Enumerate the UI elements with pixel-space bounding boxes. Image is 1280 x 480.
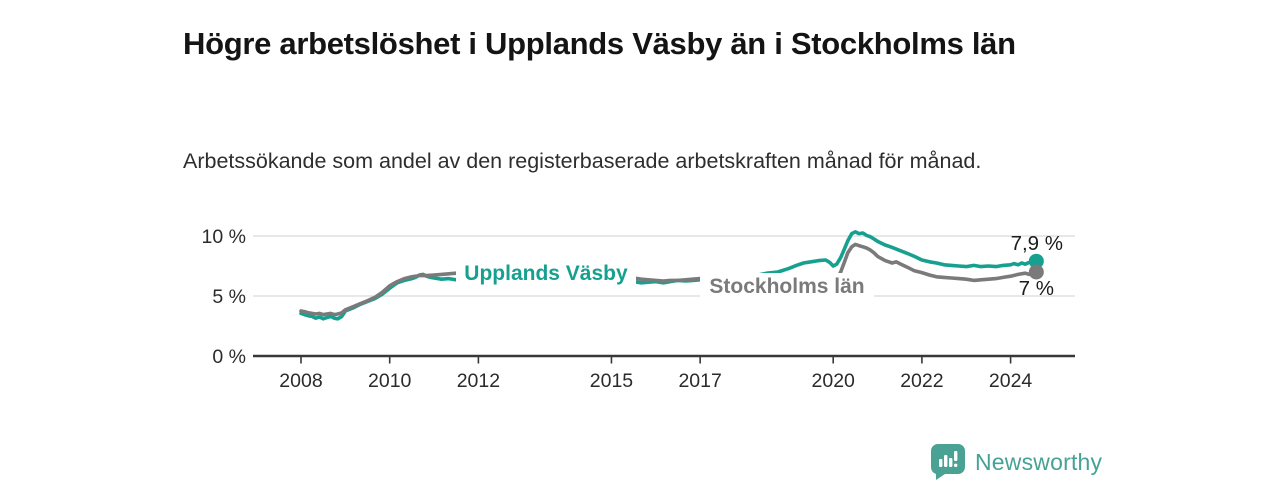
end-point-dot-stockholms-lan	[1028, 264, 1044, 280]
x-axis-tick-label: 2012	[457, 370, 500, 392]
x-axis-tick-label: 2017	[678, 370, 721, 392]
brand-name: Newsworthy	[975, 448, 1103, 475]
series-line-stockholms-lan	[299, 242, 1039, 317]
y-axis-tick-label: 10 %	[202, 226, 246, 248]
x-axis-tick-label: 2008	[279, 370, 322, 392]
page-title: Högre arbetslöshet i Upplands Väsby än i…	[183, 25, 1016, 61]
x-axis-tick-label: 2015	[590, 370, 634, 392]
x-axis-tick-label: 2024	[989, 370, 1033, 392]
y-axis-tick-label: 0 %	[212, 346, 246, 368]
series-label-stockholms-lan: Stockholms län	[709, 275, 864, 298]
bar-chart-speech-bubble-icon	[931, 444, 965, 480]
end-value-label: 7,9 %	[1011, 232, 1063, 255]
series-label-upplands-vasby: Upplands Väsby	[464, 262, 628, 285]
end-point-dot-upplands-vasby	[1028, 253, 1044, 269]
series-label-mask	[700, 273, 874, 305]
x-axis-tick-label: 2010	[368, 370, 412, 392]
x-axis-tick-label: 2020	[812, 370, 856, 392]
chart-subtitle: Arbetssökande som andel av den registerb…	[183, 148, 982, 173]
end-value-label: 7 %	[1019, 277, 1054, 300]
y-axis-tick-label: 5 %	[212, 286, 246, 308]
series-label-mask	[456, 257, 636, 289]
x-axis-tick-label: 2022	[900, 370, 943, 392]
brand-footer: Newsworthy	[931, 444, 1102, 480]
